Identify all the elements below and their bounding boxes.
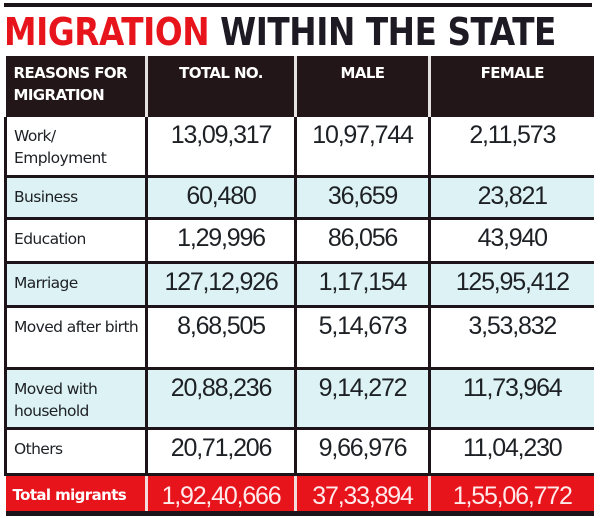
female-cell: 23,821	[428, 176, 594, 220]
total-label-cell: Total migrants	[5, 474, 147, 516]
male-cell: 5,14,673	[294, 306, 430, 370]
reason-cell: Others	[4, 428, 147, 476]
total-row: Total migrants 1,92,40,666 37,33,894 1,5…	[5, 474, 594, 516]
female-cell: 2,11,573	[428, 117, 594, 178]
reason-cell: Moved after birth	[4, 306, 147, 370]
table-row: Education 1,29,996 86,056 43,940	[4, 218, 594, 264]
total-female-cell: 1,55,06,772	[428, 474, 594, 516]
reason-cell: Work/ Employment	[4, 117, 147, 178]
table-row: Moved after birth 8,68,505 5,14,673 3,53…	[4, 306, 594, 370]
table-row: Others 20,71,206 9,66,976 11,04,230	[4, 428, 594, 476]
table-row: Work/ Employment 13,09,317 10,97,744 2,1…	[4, 117, 594, 178]
total-male-cell: 37,33,894	[294, 474, 430, 516]
total-cell: 13,09,317	[145, 117, 296, 178]
total-cell: 20,88,236	[145, 368, 296, 430]
total-cell: 1,29,996	[145, 218, 296, 264]
header-female: FEMALE	[428, 56, 594, 117]
female-cell: 43,940	[428, 218, 594, 264]
title-highlight: MIGRATION	[4, 10, 210, 54]
reason-cell: Business	[4, 176, 147, 220]
total-cell: 127,12,926	[145, 262, 296, 308]
reason-cell: Moved with household	[4, 368, 147, 430]
migration-table: REASONS FOR MIGRATION TOTAL NO. MALE FEM…	[4, 56, 594, 516]
male-cell: 1,17,154	[294, 262, 430, 308]
female-cell: 11,04,230	[428, 428, 594, 476]
header-total: TOTAL NO.	[145, 56, 296, 117]
male-cell: 36,659	[294, 176, 430, 220]
reason-cell: Marriage	[4, 262, 147, 308]
table-row: Moved with household 20,88,236 9,14,272 …	[4, 368, 594, 430]
chart-title: MIGRATION WITHIN THE STATE	[4, 9, 556, 55]
female-cell: 11,73,964	[428, 368, 594, 430]
reason-cell: Education	[4, 218, 147, 264]
total-total-cell: 1,92,40,666	[145, 474, 296, 516]
total-cell: 8,68,505	[145, 306, 296, 370]
total-cell: 60,480	[145, 176, 296, 220]
male-cell: 9,14,272	[294, 368, 430, 430]
title-rest: WITHIN THE STATE	[220, 10, 556, 54]
header-row: REASONS FOR MIGRATION TOTAL NO. MALE FEM…	[5, 56, 594, 117]
female-cell: 125,95,412	[428, 262, 594, 308]
table-row: Marriage 127,12,926 1,17,154 125,95,412	[4, 262, 594, 308]
header-reasons: REASONS FOR MIGRATION	[5, 56, 147, 117]
female-cell: 3,53,832	[428, 306, 594, 370]
male-cell: 10,97,744	[294, 117, 430, 178]
male-cell: 86,056	[294, 218, 430, 264]
header-male: MALE	[294, 56, 430, 117]
table-row: Business 60,480 36,659 23,821	[4, 176, 594, 220]
top-rule	[4, 3, 592, 7]
total-cell: 20,71,206	[145, 428, 296, 476]
male-cell: 9,66,976	[294, 428, 430, 476]
